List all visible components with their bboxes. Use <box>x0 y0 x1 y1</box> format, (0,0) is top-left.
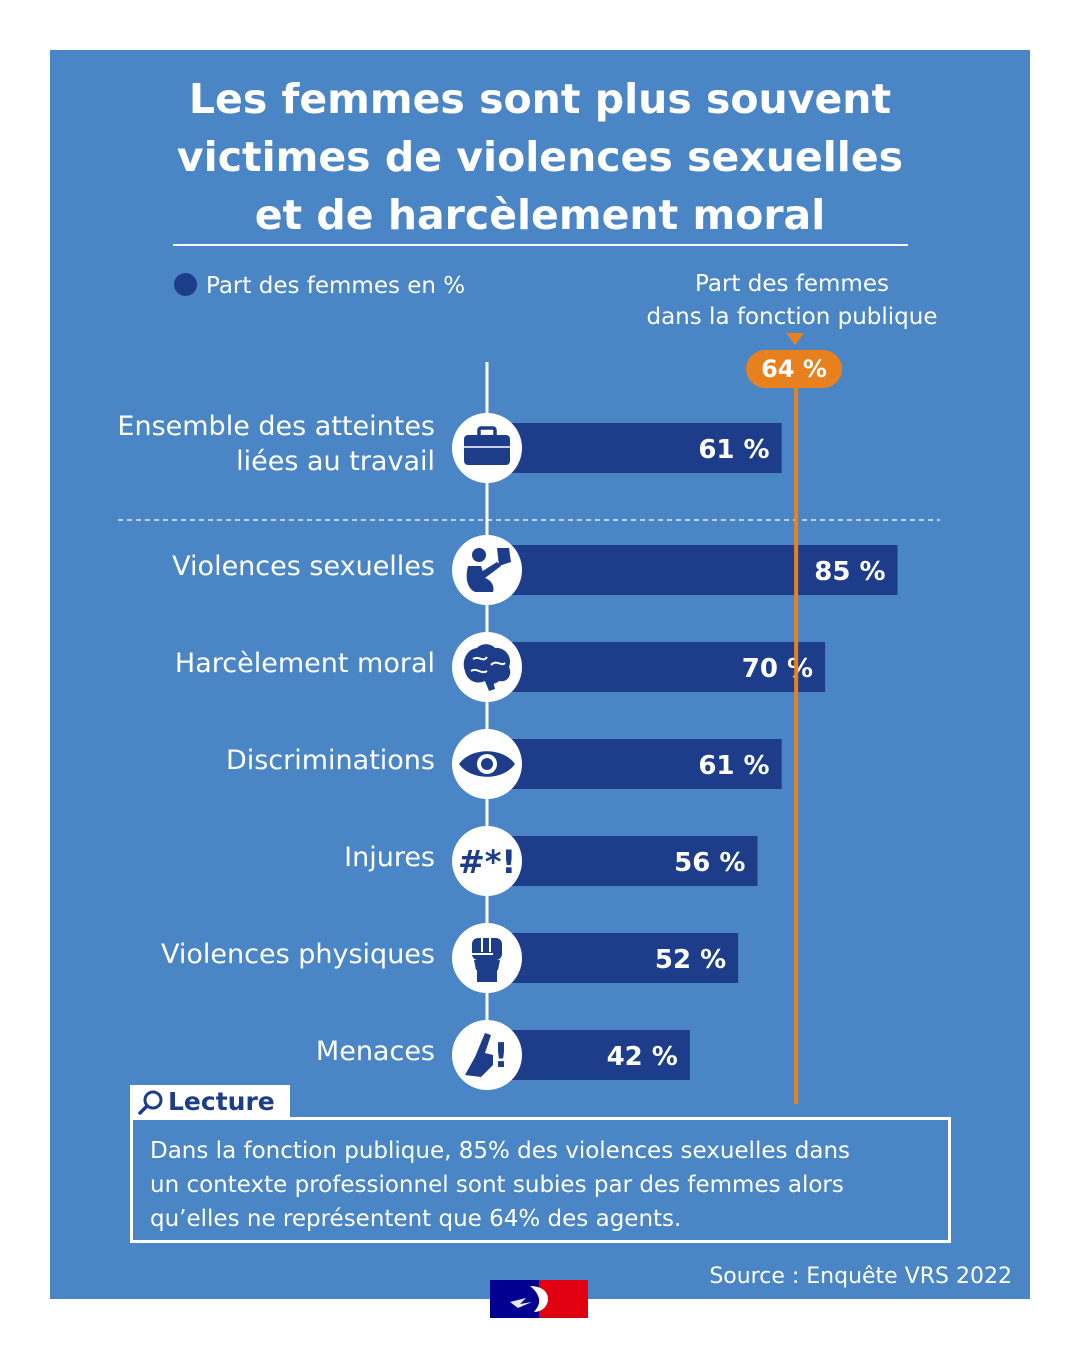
source-note: Source : Enquête VRS 2022 <box>709 1264 1012 1289</box>
category-label: Injures <box>344 841 435 873</box>
lecture-line-1: Dans la fonction publique, 85% des viole… <box>150 1138 851 1164</box>
lecture-line-2: un contexte professionnel sont subies pa… <box>150 1172 844 1198</box>
lecture-heading-label: Lecture <box>168 1087 275 1116</box>
category-label: Harcèlement moral <box>174 647 435 679</box>
reference-value-badge: 64 % <box>746 350 842 388</box>
lecture-line-3: qu’elles ne représentent que 64% des age… <box>150 1206 682 1232</box>
lecture-box <box>130 1117 951 1243</box>
title-divider <box>173 244 908 246</box>
bar-value-label: 52 % <box>655 945 726 975</box>
eye-icon <box>452 729 522 799</box>
pointing-hand-icon: ! <box>452 1020 522 1090</box>
reference-label-line-1: Part des femmes <box>695 271 889 297</box>
symbols-icon: #*! <box>452 826 522 896</box>
briefcase-icon <box>452 413 522 483</box>
reference-label-line-2: dans la fonction publique <box>646 304 938 330</box>
magnifier-icon <box>138 1090 163 1115</box>
bar <box>487 545 898 595</box>
title-line-1: Les femmes sont plus souvent <box>188 75 892 123</box>
bar-value-label: 61 % <box>698 751 769 781</box>
bar <box>487 423 782 473</box>
title-line-2: victimes de violences sexuelles <box>176 133 904 181</box>
republique-francaise-logo <box>490 1280 588 1318</box>
category-label: Violences physiques <box>161 938 435 970</box>
bar <box>487 836 758 886</box>
title-line-3: et de harcèlement moral <box>254 191 826 239</box>
lecture-text: Dans la fonction publique, 85% des viole… <box>150 1134 950 1236</box>
reference-arrow-icon <box>786 333 804 345</box>
bar <box>487 739 782 789</box>
bar <box>487 642 826 692</box>
fist-icon <box>452 923 522 993</box>
page-title: Les femmes sont plus souvent victimes de… <box>50 70 1030 244</box>
legend-dot-icon <box>174 273 197 296</box>
bar <box>487 933 739 983</box>
crouching-person-icon <box>452 535 522 605</box>
legend: Part des femmes en % <box>174 270 465 302</box>
reference-label: Part des femmes dans la fonction publiqu… <box>602 268 982 334</box>
category-label: Menaces <box>315 1035 435 1067</box>
category-label: Discriminations <box>225 744 435 776</box>
bar-value-label: 56 % <box>674 848 745 878</box>
bar-value-label: 70 % <box>742 654 813 684</box>
legend-label: Part des femmes en % <box>206 273 466 299</box>
brain-icon <box>452 632 522 702</box>
bar-value-label: 42 % <box>607 1042 678 1072</box>
lecture-heading: Lecture <box>130 1085 290 1119</box>
category-label: Ensemble des atteintes liées au travail <box>117 411 435 477</box>
bar-value-label: 61 % <box>698 435 769 465</box>
exclamation-glyph: ! <box>493 1036 509 1076</box>
symbols-glyph: #*! <box>458 843 516 881</box>
bar-value-label: 85 % <box>814 557 885 587</box>
category-label: Violences sexuelles <box>172 550 435 582</box>
